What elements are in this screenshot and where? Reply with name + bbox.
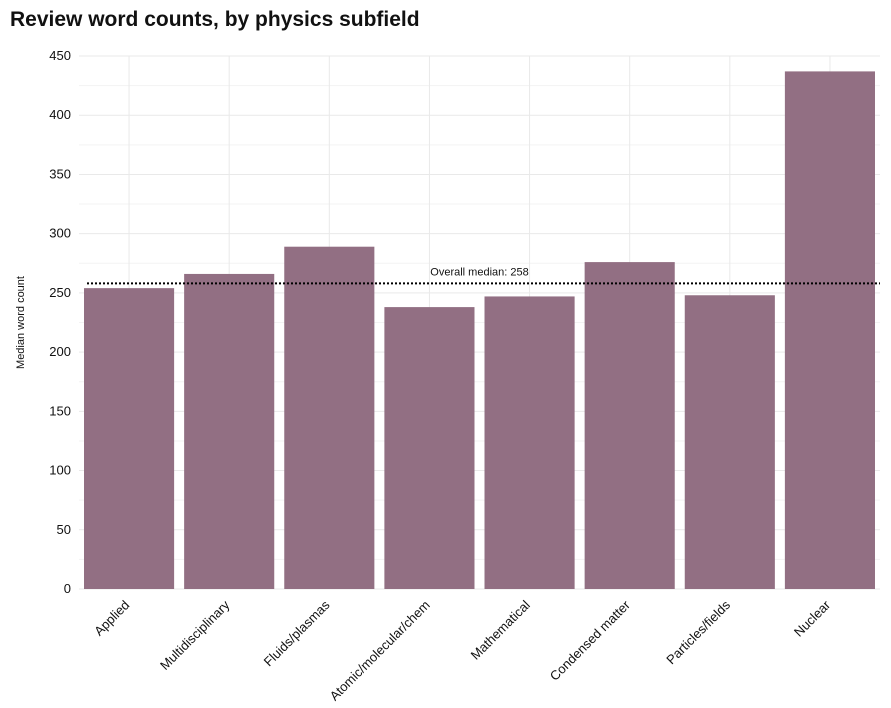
x-tick-label: Multidisciplinary <box>157 597 233 673</box>
x-tick-label: Particles/fields <box>663 597 733 667</box>
y-tick-label: 250 <box>49 285 71 300</box>
reference-line-group: Overall median: 258 <box>87 266 880 285</box>
y-tick-label: 450 <box>49 48 71 63</box>
x-tick-label: Fluids/plasmas <box>261 597 333 669</box>
bar-condensed-matter <box>584 262 675 589</box>
x-axis-ticks: Applied Multidisciplinary Fluids/plasmasAt… <box>91 597 834 704</box>
y-tick-label: 150 <box>49 403 71 418</box>
y-tick-label: 0 <box>64 581 71 596</box>
x-tick-label: Condensed matter <box>547 597 634 684</box>
bar-fluids-plasmas <box>284 246 375 589</box>
x-tick-label: Mathematical <box>468 597 533 662</box>
reference-line-label: Overall median: 258 <box>430 266 528 278</box>
y-tick-label: 200 <box>49 344 71 359</box>
chart-title: Review word counts, by physics subfield <box>10 8 420 31</box>
bar-particles-fields <box>684 295 775 589</box>
y-tick-label: 400 <box>49 107 71 122</box>
y-tick-label: 50 <box>57 522 71 537</box>
y-axis-ticks: 0 50 100 150 200 250 300 350 400 450 <box>49 48 71 596</box>
y-tick-label: 350 <box>49 166 71 181</box>
bar-applied <box>84 288 175 589</box>
x-tick-label: Applied <box>91 597 132 638</box>
bar-multidisciplinary <box>184 273 275 589</box>
bar-atomic-molecular-chem <box>384 307 475 589</box>
y-tick-label: 100 <box>49 463 71 478</box>
x-tick-label: Atomic/molecular/chem <box>327 597 433 703</box>
bar-nuclear <box>784 71 875 590</box>
bars <box>84 71 875 590</box>
y-tick-label: 300 <box>49 226 71 241</box>
x-tick-label: Nuclear <box>791 597 834 640</box>
bar-mathematical <box>484 296 575 589</box>
y-axis-title: Median word count <box>15 276 27 369</box>
